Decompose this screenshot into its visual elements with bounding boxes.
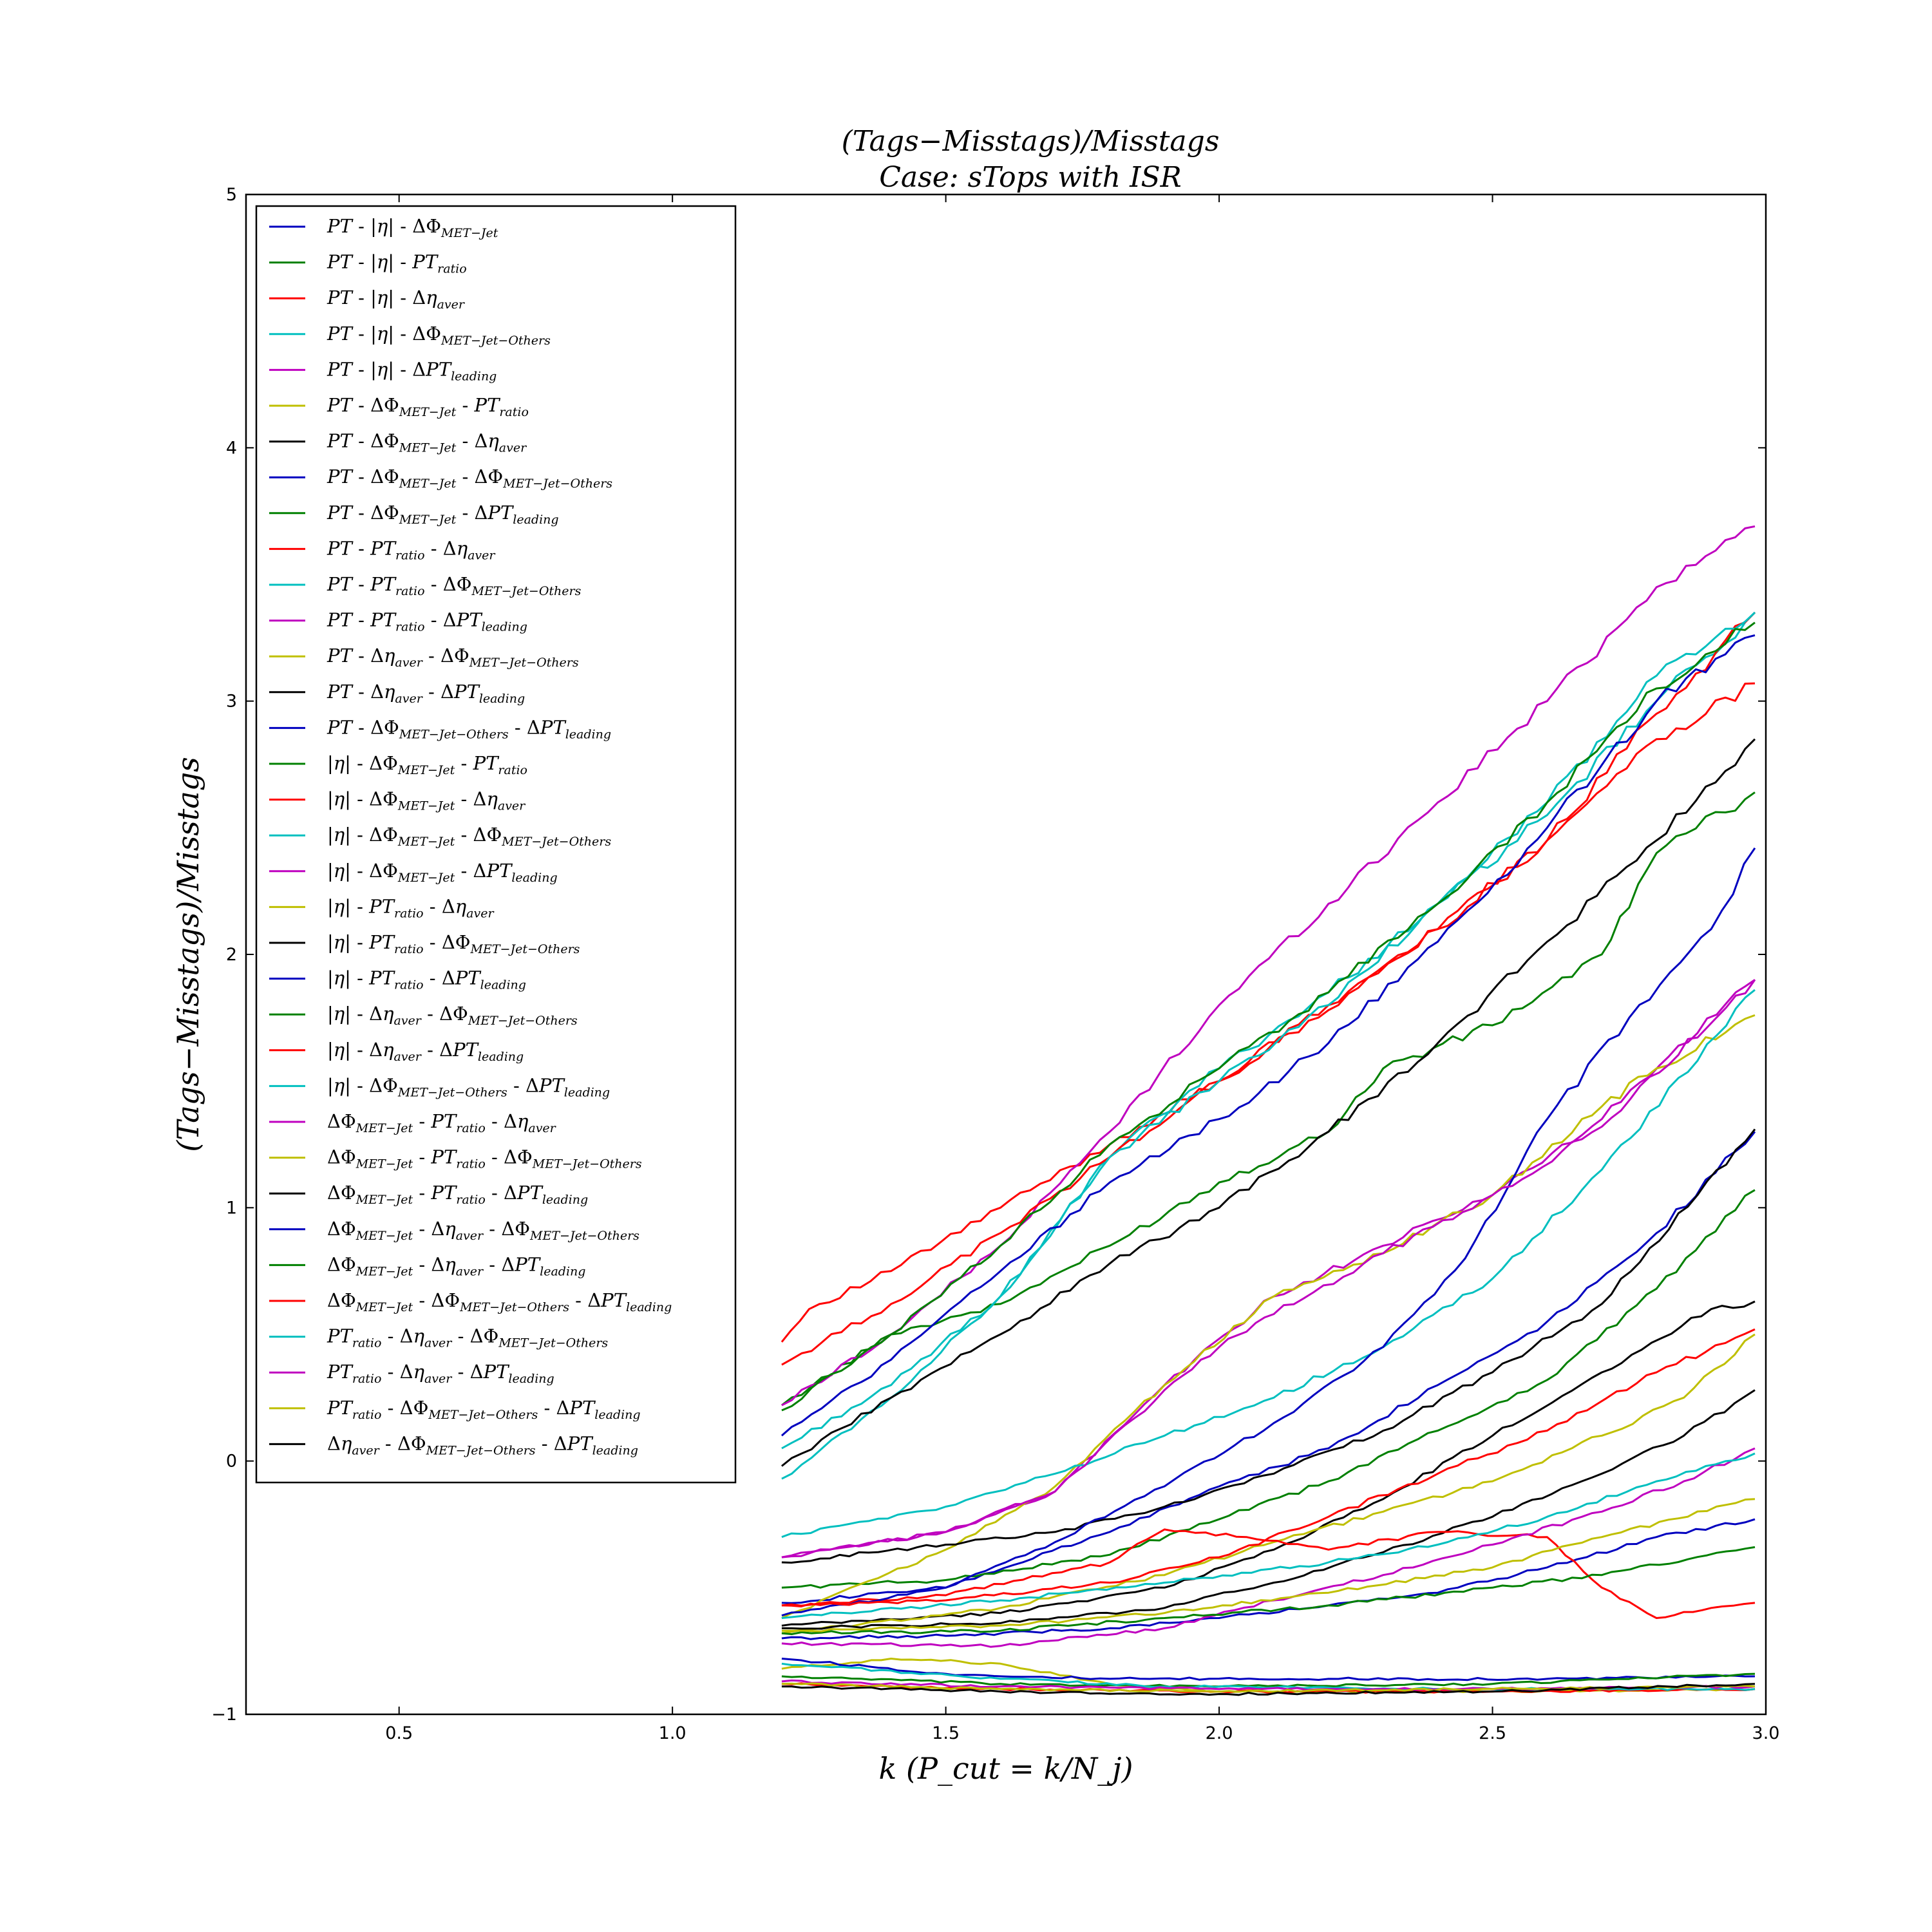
series-line-20 <box>781 1014 1756 1619</box>
chart-title: (Tags−Misstags)/Misstags <box>842 125 1220 158</box>
series-line-28 <box>781 1128 1756 1564</box>
series-line-4 <box>781 611 1756 1450</box>
series-line-23 <box>781 621 1756 1412</box>
legend-label: PT - Δηaver - ΔPTleading <box>327 681 525 706</box>
legend-label: PTratio - Δηaver - ΔΦMET−Jet−Others <box>327 1325 608 1350</box>
legend-label: |η| - ΔΦMET−Jet - PTratio <box>327 752 527 777</box>
x-axis: 0.5 1.0 1.5 2.0 2.5 3.0 <box>385 194 1779 1743</box>
x-tick-label: 0.5 <box>385 1723 413 1743</box>
legend-label: ΔΦMET−Jet - Δηaver - ΔPTleading <box>327 1253 585 1278</box>
y-tick-label: −1 <box>211 1705 237 1725</box>
x-tick-label: 1.5 <box>932 1723 960 1743</box>
series-line-34 <box>781 1498 1756 1633</box>
series-line-15 <box>781 1518 1756 1640</box>
legend-label: ΔΦMET−Jet - PTratio - ΔPTleading <box>327 1182 588 1207</box>
legend-label: ΔΦMET−Jet - Δηaver - ΔΦMET−Jet−Others <box>327 1218 639 1243</box>
legend-label: PT - ΔΦMET−Jet - ΔΦMET−Jet−Others <box>327 466 612 491</box>
y-tick-label: 1 <box>226 1198 237 1218</box>
series-line-30 <box>781 1546 1756 1635</box>
legend-label: |η| - Δηaver - ΔΦMET−Jet−Others <box>327 1003 578 1028</box>
legend-label: |η| - ΔΦMET−Jet - ΔPTleading <box>327 860 558 885</box>
y-tick-label: 0 <box>226 1452 237 1472</box>
x-tick-label: 2.0 <box>1206 1723 1233 1743</box>
series-line-16 <box>781 1672 1756 1688</box>
legend-label: PT - Δηaver - ΔΦMET−Jet−Others <box>327 645 579 670</box>
x-tick-label: 1.0 <box>659 1723 687 1743</box>
chart-subtitle: Case: sTops with ISR <box>879 161 1181 194</box>
y-tick-label: 4 <box>226 438 237 458</box>
series-line-9 <box>781 1189 1756 1589</box>
series-line-10 <box>781 611 1756 1366</box>
plot-area: 0.5 1.0 1.5 2.0 2.5 3.0 −1 0 1 2 3 4 5 <box>211 185 1779 1743</box>
series-line-13 <box>781 1333 1756 1634</box>
y-axis-label: (Tags−Misstags)/Misstags <box>171 757 205 1152</box>
y-axis: −1 0 1 2 3 4 5 <box>211 185 1766 1725</box>
legend-label: PT - |η| - ΔΦMET−Jet−Others <box>327 323 551 348</box>
y-tick-label: 3 <box>226 692 237 712</box>
x-axis-label: k (P_cut = k/N_j) <box>879 1751 1133 1786</box>
series-line-14 <box>781 1389 1756 1630</box>
series-line-3 <box>781 682 1756 1343</box>
series-line-35 <box>781 1683 1756 1696</box>
series-line-24 <box>781 1528 1756 1619</box>
legend-label: PT - PTratio - ΔPTleading <box>327 609 527 634</box>
legend-label: PT - ΔΦMET−Jet - PTratio <box>327 394 529 419</box>
legend-label: PTratio - Δηaver - ΔPTleading <box>327 1361 554 1386</box>
series-line-1 <box>781 1131 1756 1604</box>
series-line-32 <box>781 1452 1756 1619</box>
legend-label: PT - ΔΦMET−Jet−Others - ΔPTleading <box>327 716 611 741</box>
series-layer <box>781 525 1756 1696</box>
legend-box <box>255 205 737 1484</box>
x-tick-label: 2.5 <box>1479 1723 1506 1743</box>
y-tick-label: 2 <box>226 945 237 965</box>
legend-label: PT - |η| - ΔΦMET−Jet <box>327 215 498 240</box>
legend-label: |η| - PTratio - ΔΦMET−Jet−Others <box>327 931 580 956</box>
legend-label: ΔΦMET−Jet - PTratio - Δηaver <box>327 1110 557 1135</box>
legend-label: PT - |η| - PTratio <box>327 251 467 276</box>
legend-label: PT - |η| - ΔPTleading <box>327 358 497 383</box>
series-line-33 <box>781 979 1756 1558</box>
legend-label: PT - ΔΦMET−Jet - ΔPTleading <box>327 502 559 527</box>
legend-label: |η| - ΔΦMET−Jet−Others - ΔPTleading <box>327 1074 610 1099</box>
legend-label: ΔΦMET−Jet - ΔΦMET−Jet−Others - ΔPTleadin… <box>327 1289 672 1314</box>
series-line-2 <box>781 791 1756 1406</box>
legend-label: PT - PTratio - Δηaver <box>327 537 496 562</box>
legend-label: ΔΦMET−Jet - PTratio - ΔΦMET−Jet−Others <box>327 1146 642 1171</box>
legend-label: |η| - PTratio - Δηaver <box>327 895 495 920</box>
series-line-25 <box>781 989 1756 1539</box>
series-line-21 <box>781 738 1756 1467</box>
legend-entries: PT - |η| - ΔΦMET−Jet PT - |η| - PTratio PT… <box>269 215 672 1457</box>
legend-label: |η| - Δηaver - ΔPTleading <box>327 1039 524 1064</box>
legend-label: |η| - PTratio - ΔPTleading <box>327 967 526 992</box>
series-line-31 <box>781 1328 1756 1607</box>
legend-label: PT - PTratio - ΔΦMET−Jet−Others <box>327 573 582 598</box>
legend: PT - |η| - ΔΦMET−Jet PT - |η| - PTratio PT… <box>255 205 737 1484</box>
legend-label: |η| - ΔΦMET−Jet - Δηaver <box>327 788 526 813</box>
series-line-29 <box>781 847 1756 1617</box>
series-line-26 <box>781 1447 1756 1648</box>
legend-label: Δηaver - ΔΦMET−Jet−Others - ΔPTleading <box>327 1432 638 1457</box>
legend-label: PTratio - ΔΦMET−Jet−Others - ΔPTleading <box>327 1397 641 1422</box>
legend-label: PT - ΔΦMET−Jet - Δηaver <box>327 430 527 455</box>
legend-label: |η| - ΔΦMET−Jet - ΔΦMET−Jet−Others <box>327 824 611 849</box>
y-tick-label: 5 <box>226 185 237 205</box>
series-line-22 <box>781 634 1756 1437</box>
legend-label: PT - |η| - Δηaver <box>327 287 466 312</box>
series-line-11 <box>781 611 1756 1480</box>
x-tick-label: 3.0 <box>1752 1723 1780 1743</box>
